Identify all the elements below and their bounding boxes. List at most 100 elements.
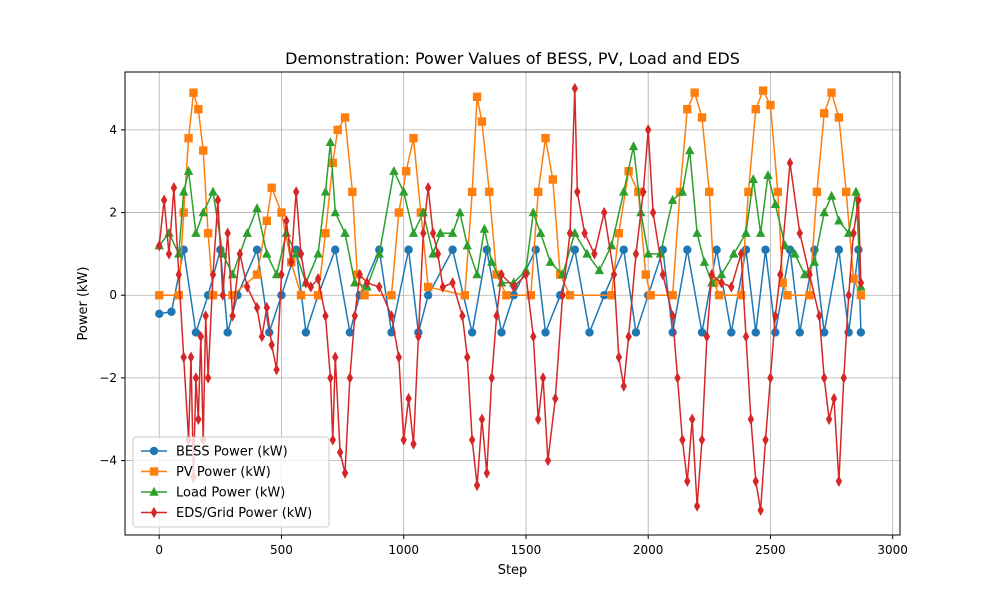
data-point xyxy=(267,183,276,192)
data-point xyxy=(394,208,404,217)
data-point xyxy=(374,248,384,258)
data-point xyxy=(693,500,701,512)
data-point xyxy=(530,330,537,343)
x-axis-label: Step xyxy=(498,563,528,578)
data-point xyxy=(387,291,396,300)
data-point xyxy=(820,109,829,118)
data-point xyxy=(619,186,629,196)
data-point xyxy=(819,207,829,217)
data-point xyxy=(415,330,422,343)
data-point xyxy=(170,182,178,194)
data-point xyxy=(697,113,707,122)
data-point xyxy=(195,413,202,425)
data-point xyxy=(777,268,784,281)
data-point xyxy=(209,268,217,281)
data-point xyxy=(641,270,650,279)
data-point xyxy=(472,269,482,279)
data-point xyxy=(439,281,447,293)
legend-swatch-marker xyxy=(149,467,159,476)
data-point xyxy=(330,207,340,217)
data-point xyxy=(714,291,724,300)
data-point xyxy=(659,268,667,281)
data-point xyxy=(834,113,844,122)
data-point xyxy=(757,504,764,516)
data-point xyxy=(307,281,315,293)
data-point xyxy=(842,187,851,197)
data-point xyxy=(741,228,751,237)
data-point xyxy=(758,86,768,95)
legend-swatch-marker xyxy=(149,446,159,456)
data-point xyxy=(498,268,505,281)
data-point xyxy=(649,206,657,219)
data-point xyxy=(175,268,182,281)
data-point xyxy=(809,256,820,266)
data-point xyxy=(165,248,173,260)
data-point xyxy=(313,291,323,300)
data-point xyxy=(646,291,655,300)
data-point xyxy=(692,228,702,237)
data-point xyxy=(302,277,310,289)
data-point xyxy=(388,310,395,322)
data-point xyxy=(351,310,359,322)
data-point xyxy=(262,216,271,226)
data-point xyxy=(160,194,168,206)
data-point xyxy=(668,328,677,337)
data-point xyxy=(191,328,201,337)
data-point xyxy=(683,105,692,114)
data-point xyxy=(283,215,290,227)
data-point xyxy=(497,328,506,337)
data-point xyxy=(224,227,231,239)
data-point xyxy=(674,372,681,384)
data-point xyxy=(464,351,471,363)
data-point xyxy=(229,310,236,322)
y-tick-label: 4 xyxy=(109,123,117,137)
data-point xyxy=(496,277,507,287)
data-point xyxy=(478,413,486,425)
data-point xyxy=(356,268,363,281)
legend: BESS Power (kW) PV Power (kW) Load Power (… xyxy=(132,436,330,528)
data-point xyxy=(526,291,536,300)
data-point xyxy=(350,277,360,287)
data-point xyxy=(767,372,774,384)
data-point xyxy=(510,281,517,293)
data-point xyxy=(483,467,491,479)
data-point xyxy=(325,137,336,146)
data-point xyxy=(179,208,188,217)
y-tick-label: −2 xyxy=(99,371,117,385)
data-point xyxy=(751,105,760,114)
data-point xyxy=(341,467,349,479)
data-point xyxy=(855,194,862,206)
x-tick-label: 1500 xyxy=(511,543,542,557)
data-point xyxy=(535,228,546,237)
data-point xyxy=(252,270,262,279)
data-point xyxy=(628,141,639,151)
data-point xyxy=(727,328,736,337)
data-point xyxy=(292,186,300,198)
y-axis-label: Power (kW) xyxy=(76,267,91,341)
data-point xyxy=(271,269,282,279)
data-point xyxy=(423,282,433,292)
data-point xyxy=(559,289,566,301)
y-tick-label: 0 xyxy=(109,288,117,302)
data-point xyxy=(429,227,437,239)
data-point xyxy=(348,187,357,197)
data-point xyxy=(340,113,350,122)
plot-frame xyxy=(124,71,901,536)
data-point xyxy=(845,289,852,301)
data-point xyxy=(288,256,295,268)
data-point xyxy=(827,88,836,97)
data-point xyxy=(541,133,550,143)
data-point xyxy=(424,182,432,194)
y-tick-label: 2 xyxy=(109,206,117,220)
data-point xyxy=(585,328,594,337)
data-point xyxy=(252,245,262,254)
data-point xyxy=(258,330,266,343)
x-tick-label: 2500 xyxy=(755,543,786,557)
data-point xyxy=(545,256,556,266)
data-point xyxy=(252,203,262,213)
data-point xyxy=(449,277,456,289)
data-point xyxy=(684,475,691,487)
data-point xyxy=(423,291,433,300)
data-point xyxy=(174,291,183,300)
